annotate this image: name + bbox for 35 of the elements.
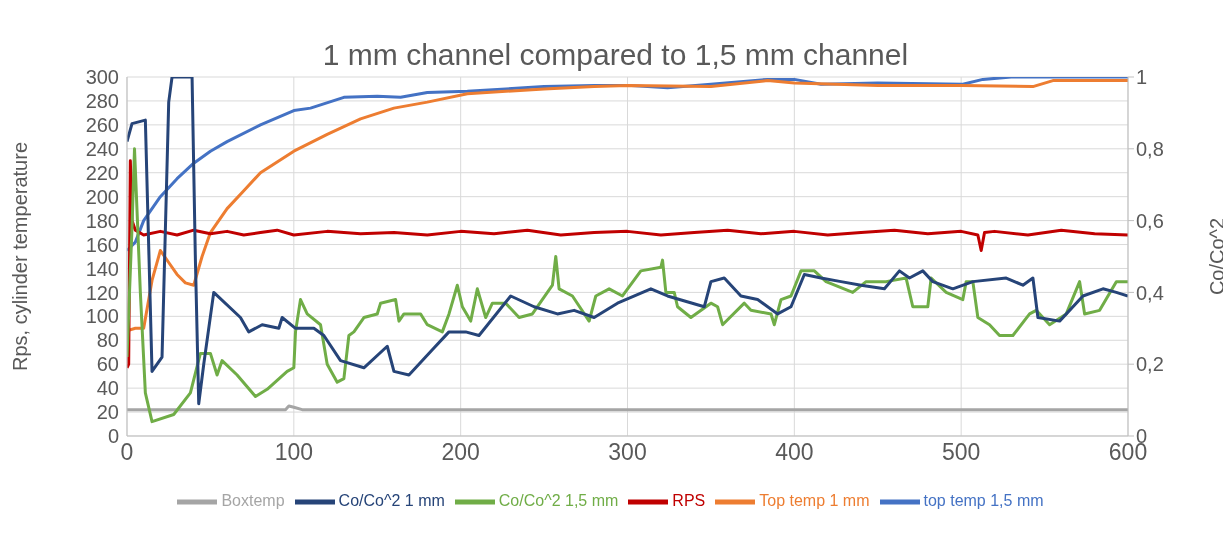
y-tick-label: 300 — [85, 66, 119, 89]
x-tick-label: 300 — [608, 439, 647, 466]
chart-title: 1 mm channel compared to 1,5 mm channel — [322, 38, 909, 71]
x-tick-label: 100 — [274, 439, 314, 466]
y-tick-label: 180 — [85, 209, 119, 232]
y-tick-label: 140 — [85, 257, 119, 280]
y-tick-label: 220 — [85, 161, 119, 184]
y-tick-label: 0 — [107, 425, 119, 448]
y-tick-label: 260 — [85, 113, 119, 136]
y-tick-label: 160 — [85, 233, 119, 256]
y2-tick-label: 0,4 — [1136, 281, 1164, 304]
legend-label: Boxtemp — [221, 492, 285, 510]
legend-label: Co/Co^2 1 mm — [338, 492, 445, 510]
y-tick-label: 80 — [96, 329, 119, 352]
y-tick-label: 200 — [85, 185, 119, 208]
line-series — [127, 147, 1128, 424]
legend-label: top temp 1,5 mm — [923, 492, 1044, 510]
y2-tick-label: 0,2 — [1136, 353, 1164, 376]
legend-label: Top temp 1 mm — [759, 492, 870, 510]
y-tick-label: 60 — [96, 353, 119, 376]
y2-tick-label: 0,6 — [1136, 209, 1164, 232]
y2-tick-label: 1 — [1136, 66, 1148, 89]
y-tick-label: 40 — [96, 377, 119, 400]
y-tick-label: 240 — [85, 137, 119, 160]
y-tick-label: 100 — [85, 305, 119, 328]
legend-label: Co/Co^2 1,5 mm — [498, 492, 619, 510]
x-tick-label: 400 — [775, 439, 814, 466]
x-tick-label: 200 — [441, 439, 480, 466]
y-axis-title: Rps, cylinder temperature — [9, 142, 32, 371]
y2-tick-label: 0,8 — [1136, 137, 1164, 160]
y-tick-label: 20 — [96, 401, 119, 424]
legend-label: RPS — [672, 492, 706, 510]
x-tick-label: 500 — [941, 439, 981, 466]
y-tick-label: 120 — [85, 281, 119, 304]
y-tick-label: 280 — [85, 90, 119, 113]
